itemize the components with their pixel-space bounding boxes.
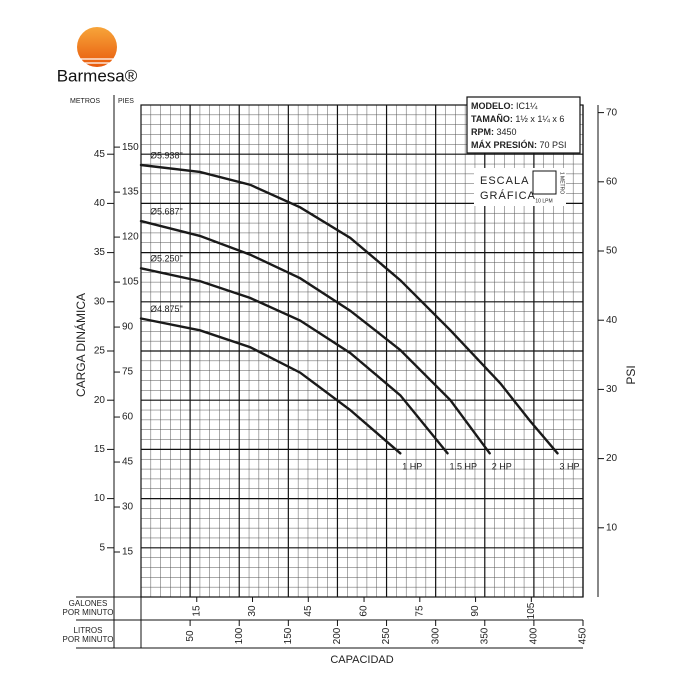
curve-label: Ø4.875" <box>150 304 183 314</box>
spec-value: IC1¼ <box>516 101 538 111</box>
x-tick-label: 100 <box>234 627 245 644</box>
spec: TAMAÑO: 1½ x 1¼ x 6 <box>471 114 564 124</box>
spec-label: MÁX PRESIÓN: <box>471 139 537 150</box>
spec-box: MODELO: IC1¼ TAMAÑO: 1½ x 1¼ x 6 RPM: 34… <box>466 96 581 154</box>
y-feet-tick-label: 15 <box>122 547 134 558</box>
y2-tick-label: 50 <box>606 246 618 257</box>
y2-tick-label: 70 <box>606 107 618 118</box>
x-tick-label: 200 <box>332 627 343 644</box>
hp-label: 3 HP <box>559 462 579 472</box>
y-feet-tick-label: 120 <box>122 232 139 243</box>
x-axis-title: CAPACIDAD <box>330 654 393 666</box>
plot: 5 10 15 20 25 30 35 40 45 50 100 150 200 250 300 350 400… <box>94 104 618 644</box>
y-tick-label: 40 <box>94 198 106 209</box>
y-feet-tick-label: 30 <box>122 502 134 513</box>
curve-label: Ø5.250" <box>150 254 183 264</box>
y-tick-label: 35 <box>94 247 106 258</box>
y-feet-tick-label: 90 <box>122 322 134 333</box>
hp-label: 1 HP <box>402 462 422 472</box>
y2-tick-label: 10 <box>606 522 618 533</box>
gpm-tick-label: 60 <box>359 605 370 617</box>
gpm-tick-label: 15 <box>191 605 202 617</box>
spec-label: MODELO: <box>471 101 514 111</box>
y-feet-unit-label: PIES <box>118 98 134 105</box>
y-axis-title: CARGA DINÁMICA <box>73 293 88 397</box>
spec-value: 3450 <box>497 127 517 137</box>
spec-label: TAMAÑO: <box>471 114 513 124</box>
y-tick-label: 10 <box>94 493 106 504</box>
gpm-tick-label: 45 <box>303 605 314 617</box>
y-tick-label: 20 <box>94 395 106 406</box>
spec-label: RPM: <box>471 127 494 137</box>
brand: Barmesa® <box>57 66 138 85</box>
spec: RPM: 3450 <box>471 127 517 137</box>
y-unit-label: METROS <box>70 98 100 105</box>
y-feet-tick-label: 75 <box>122 367 134 378</box>
spec: MÁX PRESIÓN: 70 PSI <box>471 139 567 150</box>
y-tick-label: 30 <box>94 296 106 307</box>
scale-title: GRÁFICA <box>480 189 536 202</box>
hp-label: 1.5 HP <box>449 462 477 472</box>
curve <box>139 219 491 455</box>
y-tick-label: 25 <box>94 346 106 357</box>
curve <box>139 163 559 455</box>
spec-value: 70 PSI <box>540 140 567 150</box>
x-tick-label: 450 <box>578 627 589 644</box>
y-feet-tick-label: 150 <box>122 142 139 153</box>
curve-label: Ø5.938" <box>150 150 183 160</box>
gpm-label: GALONES <box>69 599 108 608</box>
y2-tick-label: 60 <box>606 176 618 187</box>
y-feet-tick-label: 135 <box>122 187 139 198</box>
gpm-tick-label: 90 <box>470 605 481 617</box>
scale-width: 10 LPM <box>535 198 552 204</box>
y2-axis-title: PSI <box>624 365 638 384</box>
y2-tick-label: 40 <box>606 315 618 326</box>
y2-tick-label: 30 <box>606 384 618 395</box>
curve <box>139 267 449 455</box>
scale-legend: ESCALA GRÁFICA 1 METRO 10 LPM <box>474 168 566 206</box>
gpm-tick-label: 105 <box>526 602 537 619</box>
gpm-tick-label: 75 <box>414 605 425 617</box>
curve <box>139 317 402 455</box>
x-tick-label: 150 <box>283 627 294 644</box>
spec-value: 1½ x 1¼ x 6 <box>515 114 564 124</box>
y-tick-label: 15 <box>94 444 106 455</box>
scale-height: 1 METRO <box>559 172 565 194</box>
y-feet-tick-label: 60 <box>122 412 134 423</box>
x-tick-label: 350 <box>479 627 490 644</box>
y-feet-tick-label: 105 <box>122 277 139 288</box>
x-tick-label: 300 <box>430 627 441 644</box>
x-tick-label: 50 <box>185 630 196 642</box>
lpm-label: LITROS <box>74 626 103 635</box>
gpm-label: POR MINUTO <box>63 608 114 617</box>
gpm-tick-label: 30 <box>247 605 258 617</box>
scale-title: ESCALA <box>480 175 529 187</box>
y-tick-label: 5 <box>99 542 105 553</box>
x-tick-label: 250 <box>381 627 392 644</box>
curve-label: Ø5.687" <box>150 206 183 216</box>
y-feet-tick-label: 45 <box>122 457 134 468</box>
y-tick-label: 45 <box>94 149 106 160</box>
hp-label: 2 HP <box>492 462 512 472</box>
y2-tick-label: 20 <box>606 453 618 464</box>
lpm-label: POR MINUTO <box>63 635 114 644</box>
spec: MODELO: IC1¼ <box>471 101 538 111</box>
x-tick-label: 400 <box>529 627 540 644</box>
logo <box>77 27 117 67</box>
